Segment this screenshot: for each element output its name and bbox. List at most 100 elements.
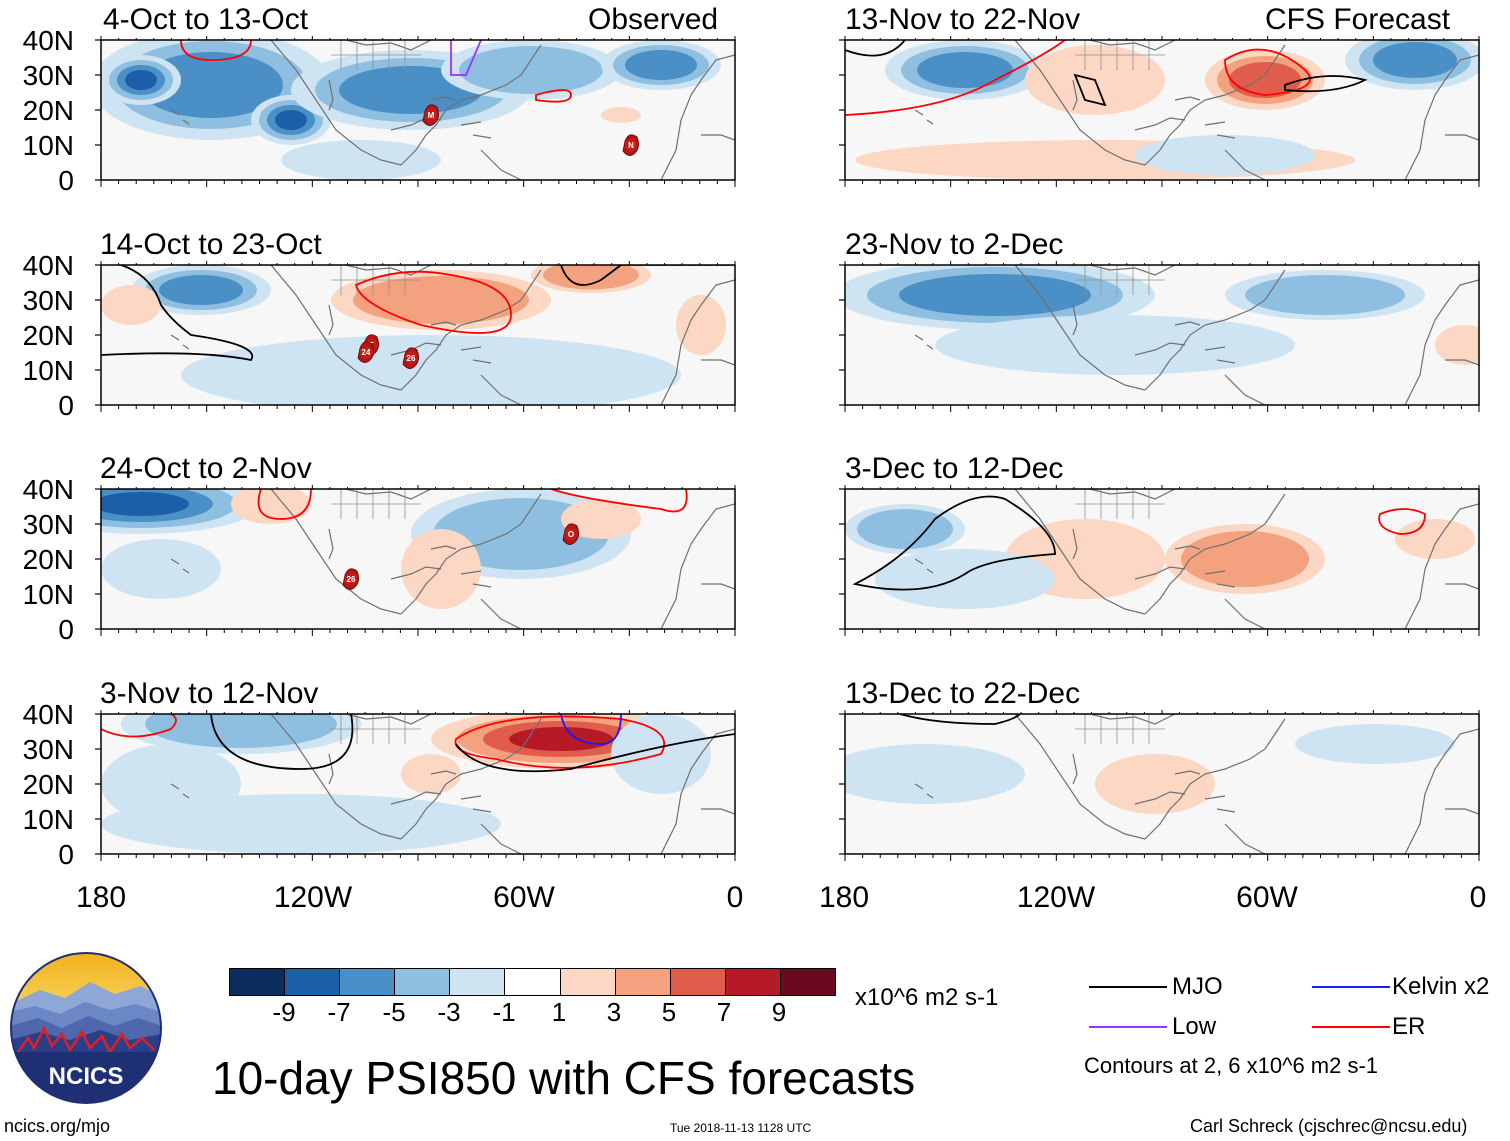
lon-label: 60W: [1236, 881, 1298, 914]
panel-title: 13-Nov to 22-Nov: [845, 3, 1081, 36]
wave-contour-line: [899, 714, 1021, 725]
coastline: [1216, 134, 1236, 139]
coastline: [1134, 117, 1186, 131]
wave-contour-line: [852, 495, 1056, 591]
coastline: [1204, 121, 1226, 126]
panel-title: 14-Oct to 23-Oct: [100, 228, 322, 261]
coastline: [390, 342, 442, 356]
coastline: [472, 134, 492, 139]
anomaly-contour-fill: [899, 274, 1091, 316]
coastline: [1134, 791, 1186, 805]
colorbar-tick-label: -9: [272, 997, 296, 1027]
anomaly-contour-fill: [275, 110, 307, 130]
coastline: [1204, 570, 1226, 575]
coastline: [270, 40, 402, 166]
coastline: [400, 269, 542, 391]
author-credit: Carl Schreck (cjschrec@ncsu.edu): [1190, 1116, 1468, 1136]
coastline: [460, 346, 482, 351]
colorbar-swatch: [450, 969, 506, 995]
coastline: [1144, 718, 1286, 840]
lat-label: 30N: [22, 60, 74, 91]
coastline: [345, 489, 432, 500]
coastline: [1072, 79, 1078, 111]
observed-header: Observed: [588, 3, 719, 36]
panel-title: 4-Oct to 13-Oct: [103, 3, 309, 36]
coastline: [660, 279, 735, 405]
coastline: [345, 40, 432, 51]
lat-label: 0: [58, 165, 74, 196]
website-link[interactable]: ncics.org/mjo: [4, 1116, 111, 1136]
colorbar-swatch: [615, 969, 671, 995]
anomaly-contour-fill: [561, 499, 641, 539]
wave-contour-line: [101, 714, 177, 738]
wave-contour-line: [845, 40, 1066, 116]
coastline: [1224, 149, 1266, 180]
colorbar-tick-label: 1: [551, 997, 567, 1027]
anomaly-contour-fill: [231, 489, 311, 524]
coastline: [1224, 374, 1266, 405]
lat-label: 30N: [22, 509, 74, 540]
coastline: [345, 714, 432, 725]
cyclone-center: [359, 345, 373, 359]
coastline: [1014, 40, 1146, 166]
coastline: [1404, 728, 1479, 854]
coastline: [1216, 359, 1236, 364]
coastline: [701, 134, 735, 141]
coastline: [1224, 598, 1266, 629]
coastline: [660, 54, 735, 180]
storm-label: 26: [347, 575, 356, 584]
coastline: [914, 109, 934, 125]
coastline: [480, 149, 522, 180]
coastline: [1089, 489, 1176, 500]
coastline: [1144, 269, 1286, 391]
lat-label: 30N: [22, 734, 74, 765]
coastline: [472, 808, 492, 813]
coastline: [1174, 321, 1201, 326]
anomaly-contour-fill: [281, 140, 441, 180]
coastline: [660, 728, 735, 854]
coastline: [170, 558, 190, 574]
coastline: [701, 583, 735, 590]
lat-label: 20N: [22, 95, 74, 126]
storm-label: O: [568, 530, 574, 539]
coastline: [270, 714, 402, 840]
lat-label: 0: [58, 614, 74, 645]
wave-contour-line: [1284, 75, 1368, 93]
coastline: [460, 121, 482, 126]
legend-line-er: [1312, 1026, 1390, 1028]
colorbar-tick-label: 5: [661, 997, 677, 1027]
anomaly-contour-fill: [676, 295, 726, 355]
coastline: [1134, 566, 1186, 580]
lon-label: 180: [818, 881, 870, 914]
coastline: [1174, 96, 1201, 101]
coastline: [1014, 489, 1146, 615]
colorbar-tick-label: 7: [716, 997, 732, 1027]
panel-title: 3-Dec to 12-Dec: [845, 452, 1064, 485]
coastline: [914, 558, 934, 574]
legend-label-low: Low: [1172, 1013, 1217, 1040]
anomaly-contour-fill: [145, 714, 337, 748]
lat-label: 10N: [22, 579, 74, 610]
coastline: [328, 753, 334, 785]
coastline: [1014, 714, 1146, 840]
coastline: [701, 808, 735, 815]
anomaly-contour-fill: [543, 265, 639, 290]
colorbar-swatch: [340, 969, 396, 995]
anomaly-contour-fill: [101, 794, 501, 854]
anomaly-contour-fill: [101, 285, 161, 325]
storm-label: 24: [362, 348, 371, 357]
colorbar-tick-label: 3: [606, 997, 622, 1027]
lon-label: 120W: [273, 881, 353, 914]
coastline: [328, 528, 334, 560]
figure-title: 10-day PSI850 with CFS forecasts: [212, 1052, 916, 1104]
contour-note: Contours at 2, 6 x10^6 m2 s-1: [1084, 1053, 1379, 1078]
panel-title: 24-Oct to 2-Nov: [100, 452, 312, 485]
ncics-logo: NCICS: [10, 952, 162, 1104]
map-panel: [839, 36, 1480, 187]
wave-contour-line: [455, 733, 735, 773]
coastline: [1089, 40, 1176, 51]
map-panel: MN: [95, 36, 736, 187]
anomaly-contour-fill: [125, 70, 157, 90]
lat-label: 20N: [22, 544, 74, 575]
